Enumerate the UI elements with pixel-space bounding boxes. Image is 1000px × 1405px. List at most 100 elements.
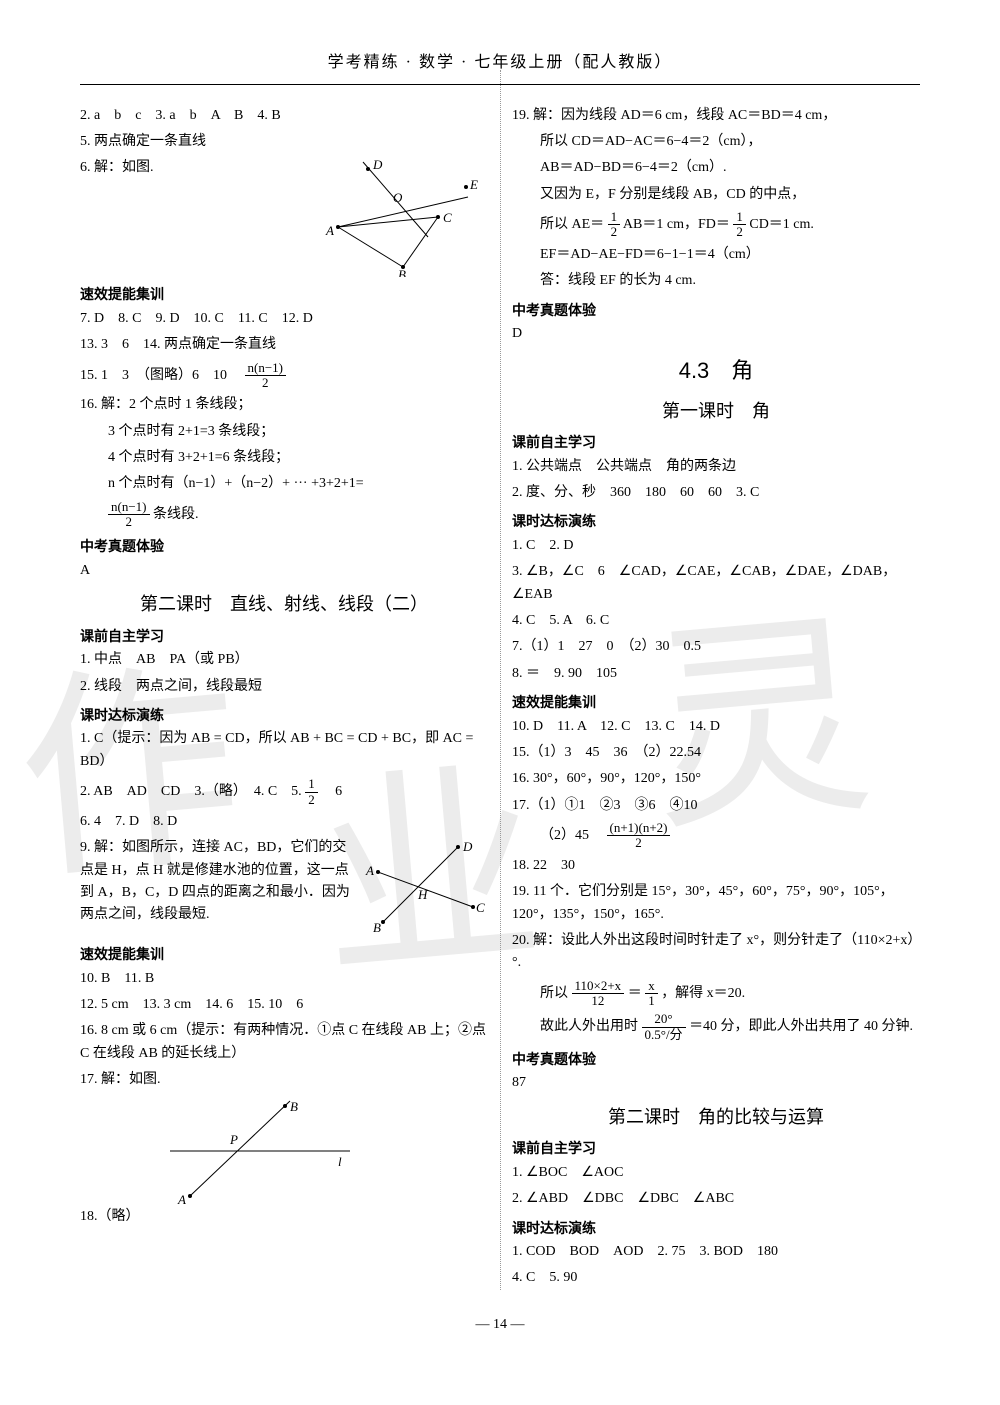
fraction: 110×2+x12 xyxy=(572,979,625,1009)
right-column: 19. 解：因为线段 AD＝6 cm，线段 AC＝BD＝4 cm， 所以 CD＝… xyxy=(512,105,920,1294)
text: ＝40 分，即此人外出共用了 40 分钟. xyxy=(689,1019,913,1034)
svg-text:H: H xyxy=(417,887,428,902)
section-heading: 课前自主学习 xyxy=(512,431,920,453)
text: 条线段. xyxy=(153,507,199,522)
answer-line: 18. 22 30 xyxy=(512,855,920,877)
fraction: 12 xyxy=(733,210,746,240)
answer-line: 19. 解：因为线段 AD＝6 cm，线段 AC＝BD＝4 cm， xyxy=(512,105,920,127)
svg-text:B: B xyxy=(290,1099,298,1114)
svg-text:C: C xyxy=(476,900,485,915)
svg-text:A: A xyxy=(177,1192,186,1206)
answer-line: 2. 度、分、秒 360 180 60 60 3. C xyxy=(512,482,920,504)
answer-line: 4. C 5. 90 xyxy=(512,1267,920,1289)
answer-line: D xyxy=(512,323,920,345)
answer-line: 10. D 11. A 12. C 13. C 14. D xyxy=(512,716,920,738)
answer-line: 8. ＝ 9. 90 105 xyxy=(512,663,920,685)
fraction: n(n−1) 2 xyxy=(245,361,287,391)
answer-line: 87 xyxy=(512,1072,920,1094)
fraction: 1 2 xyxy=(305,777,318,807)
answer-line: 所以 110×2+x12 ＝ x1 ，解得 x＝20. xyxy=(512,979,920,1009)
fraction: 12 xyxy=(608,210,621,240)
answer-line: 2. a b c 3. a b A B 4. B xyxy=(80,105,488,127)
left-column: 2. a b c 3. a b A B 4. B 5. 两点确定一条直线 6. … xyxy=(80,105,488,1294)
answer-line: 6. 4 7. D 8. D xyxy=(80,811,488,833)
section-heading: 课时达标演练 xyxy=(512,1217,920,1239)
answer-line: 13. 3 6 14. 两点确定一条直线 xyxy=(80,334,488,356)
answer-line: 7. D 8. C 9. D 10. C 11. C 12. D xyxy=(80,308,488,330)
answer-line: 16. 解：2 个点时 1 条线段； xyxy=(80,394,488,416)
lesson-title: 第二课时 直线、射线、线段（二） xyxy=(80,590,488,619)
answer-line: 10. B 11. B xyxy=(80,968,488,990)
answer-line: 15. 1 3 （图略）6 10 n(n−1) 2 xyxy=(80,361,488,391)
geometry-figure: A B C D H xyxy=(358,837,488,937)
svg-text:l: l xyxy=(338,1154,342,1169)
answer-line: 故此人外出用时 20°0.5°/分 ＝40 分，即此人外出共用了 40 分钟. xyxy=(512,1012,920,1042)
answer-line: 答：线段 EF 的长为 4 cm. xyxy=(512,270,920,292)
answer-line: A xyxy=(80,560,488,582)
geometry-figure: A B P l xyxy=(160,1096,360,1206)
section-heading: 中考真题体验 xyxy=(512,1048,920,1070)
lesson-title: 第二课时 角的比较与运算 xyxy=(512,1103,920,1132)
answer-line: 1. 公共端点 公共端点 角的两条边 xyxy=(512,456,920,478)
answer-line: 1. COD BOD AOD 2. 75 3. BOD 180 xyxy=(512,1241,920,1263)
answer-line: 3. ∠B，∠C 6 ∠CAD，∠CAE，∠CAB，∠DAE，∠DAB，∠EAB xyxy=(512,561,920,606)
answer-line: AB＝AD−BD＝6−4＝2（cm）. xyxy=(512,157,920,179)
svg-text:B: B xyxy=(373,920,381,935)
svg-text:D: D xyxy=(462,839,473,854)
section-heading: 课前自主学习 xyxy=(80,625,488,647)
svg-text:A: A xyxy=(325,223,334,238)
answer-line: 17.（1）①1 ②3 ③6 ④10 xyxy=(512,795,920,817)
text: 所以 xyxy=(540,986,572,1001)
text: （2）45 xyxy=(540,828,603,843)
svg-text:D: D xyxy=(372,157,383,172)
answer-line: 20. 解：设此人外出这段时间时针走了 x°，则分针走了（110×2+x）°. xyxy=(512,930,920,975)
answer-line: 19. 11 个．它们分别是 15°，30°，45°，60°，75°，90°，1… xyxy=(512,881,920,926)
text: 所以 AE＝ xyxy=(540,217,604,232)
text: ，解得 x＝20. xyxy=(661,986,745,1001)
answer-line: n 个点时有（n−1）+（n−2）+ ··· +3+2+1= xyxy=(80,473,488,495)
text: 故此人外出用时 xyxy=(540,1019,642,1034)
answer-line: 4. C 5. A 6. C xyxy=(512,610,920,632)
answer-line: 7.（1）1 27 0 （2）30 0.5 xyxy=(512,636,920,658)
fraction: (n+1)(n+2)2 xyxy=(607,821,671,851)
svg-text:E: E xyxy=(469,177,478,192)
fraction: 20°0.5°/分 xyxy=(642,1012,686,1042)
answer-line: 1. C（提示：因为 AB = CD，所以 AB + BC = CD + BC，… xyxy=(80,728,488,773)
svg-text:C: C xyxy=(443,210,452,225)
svg-text:P: P xyxy=(229,1132,238,1147)
text: 2. AB AD CD 3.（略） 4. C 5. xyxy=(80,784,305,799)
fraction: x1 xyxy=(645,979,658,1009)
answer-line: 6. 解：如图. xyxy=(80,157,300,179)
answer-line: 2. ∠ABD ∠DBC ∠DBC ∠ABC xyxy=(512,1188,920,1210)
text: 6 xyxy=(321,784,342,799)
answer-line: 15.（1）3 45 36 （2）22.54 xyxy=(512,742,920,764)
section-heading: 课前自主学习 xyxy=(512,1137,920,1159)
text: ＝ xyxy=(628,986,642,1001)
answer-line: 所以 AE＝ 12 AB＝1 cm，FD＝ 12 CD＝1 cm. xyxy=(512,210,920,240)
fraction: n(n−1) 2 xyxy=(108,500,150,530)
text: CD＝1 cm. xyxy=(749,217,814,232)
svg-text:B: B xyxy=(398,267,406,277)
answer-line: （2）45 (n+1)(n+2)2 xyxy=(512,821,920,851)
page-number: — 14 — xyxy=(80,1314,920,1336)
svg-text:A: A xyxy=(365,863,374,878)
section-heading: 速效提能集训 xyxy=(80,943,488,965)
answer-line: 所以 CD＝AD−AC＝6−4＝2（cm）， xyxy=(512,131,920,153)
answer-line: n(n−1) 2 条线段. xyxy=(80,500,488,530)
answer-line: 又因为 E，F 分别是线段 AB，CD 的中点， xyxy=(512,184,920,206)
answer-line: 9. 解：如图所示，连接 AC，BD，它们的交点是 H，点 H 就是修建水池的位… xyxy=(80,837,350,927)
answer-line: 17. 解：如图. xyxy=(80,1069,488,1091)
geometry-figure: A B C D E O xyxy=(308,157,488,277)
answer-line: EF＝AD−AE−FD＝6−1−1＝4（cm） xyxy=(512,244,920,266)
answer-line: 12. 5 cm 13. 3 cm 14. 6 15. 10 6 xyxy=(80,994,488,1016)
answer-line: 2. AB AD CD 3.（略） 4. C 5. 1 2 6 xyxy=(80,777,488,807)
lesson-title: 第一课时 角 xyxy=(512,397,920,426)
section-heading: 速效提能集训 xyxy=(80,283,488,305)
section-heading: 中考真题体验 xyxy=(512,299,920,321)
chapter-title: 4.3 角 xyxy=(512,353,920,388)
text: AB＝1 cm，FD＝ xyxy=(623,217,730,232)
column-divider xyxy=(500,70,501,1290)
section-heading: 课时达标演练 xyxy=(512,510,920,532)
svg-text:O: O xyxy=(393,190,403,205)
answer-line: 1. C 2. D xyxy=(512,535,920,557)
